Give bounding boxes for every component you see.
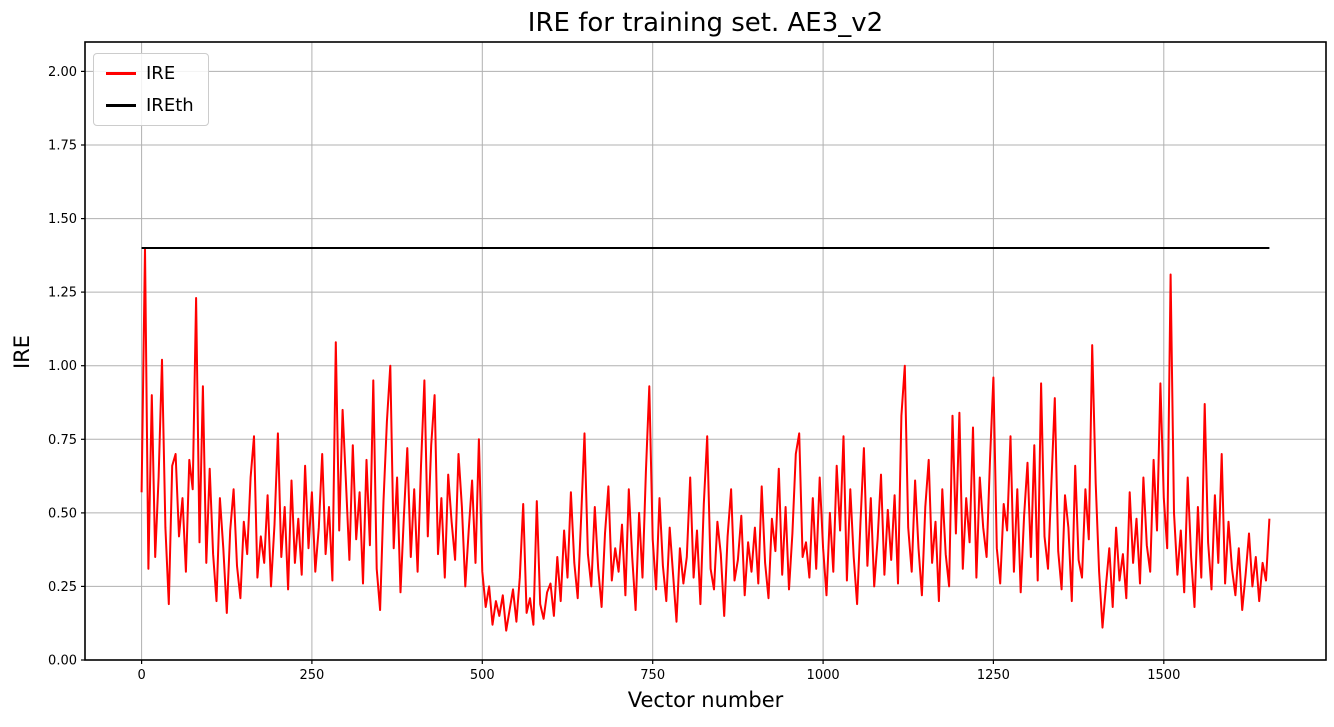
legend: IRE IREth <box>93 53 209 127</box>
y-tick-label-0.25: 0.25 <box>48 580 77 595</box>
y-axis-label: IRE <box>10 334 34 370</box>
x-tick-label-1000: 1000 <box>807 668 840 683</box>
y-tick-label-2: 2.00 <box>48 65 77 80</box>
y-tick-label-0.5: 0.50 <box>48 506 77 521</box>
x-tick-label-500: 500 <box>470 668 495 683</box>
x-tick-label-1250: 1250 <box>977 668 1010 683</box>
ireth-line-swatch <box>106 103 136 107</box>
y-tick-label-1.25: 1.25 <box>48 286 77 301</box>
y-tick-label-0.75: 0.75 <box>48 433 77 448</box>
y-tick-label-1: 1.00 <box>48 359 77 374</box>
chart-title: IRE for training set. AE3_v2 <box>527 8 884 38</box>
legend-label-ire: IRE <box>146 63 176 84</box>
y-tick-label-1.5: 1.50 <box>48 212 77 227</box>
legend-item-ireth: IREth <box>106 95 194 117</box>
legend-label-ireth: IREth <box>146 94 194 116</box>
series-IRE <box>140 247 1271 632</box>
x-tick-label-750: 750 <box>640 668 665 683</box>
legend-item-ire: IRE <box>106 63 194 85</box>
plot-border <box>84 41 1327 661</box>
ire-line-swatch <box>106 72 136 76</box>
x-tick-label-250: 250 <box>299 668 324 683</box>
x-axis-label: Vector number <box>627 688 784 712</box>
y-tick-label-0: 0.00 <box>48 654 77 669</box>
x-tick-label-1500: 1500 <box>1147 668 1180 683</box>
y-tick-label-1.75: 1.75 <box>48 139 77 154</box>
x-tick-label-0: 0 <box>137 668 145 683</box>
